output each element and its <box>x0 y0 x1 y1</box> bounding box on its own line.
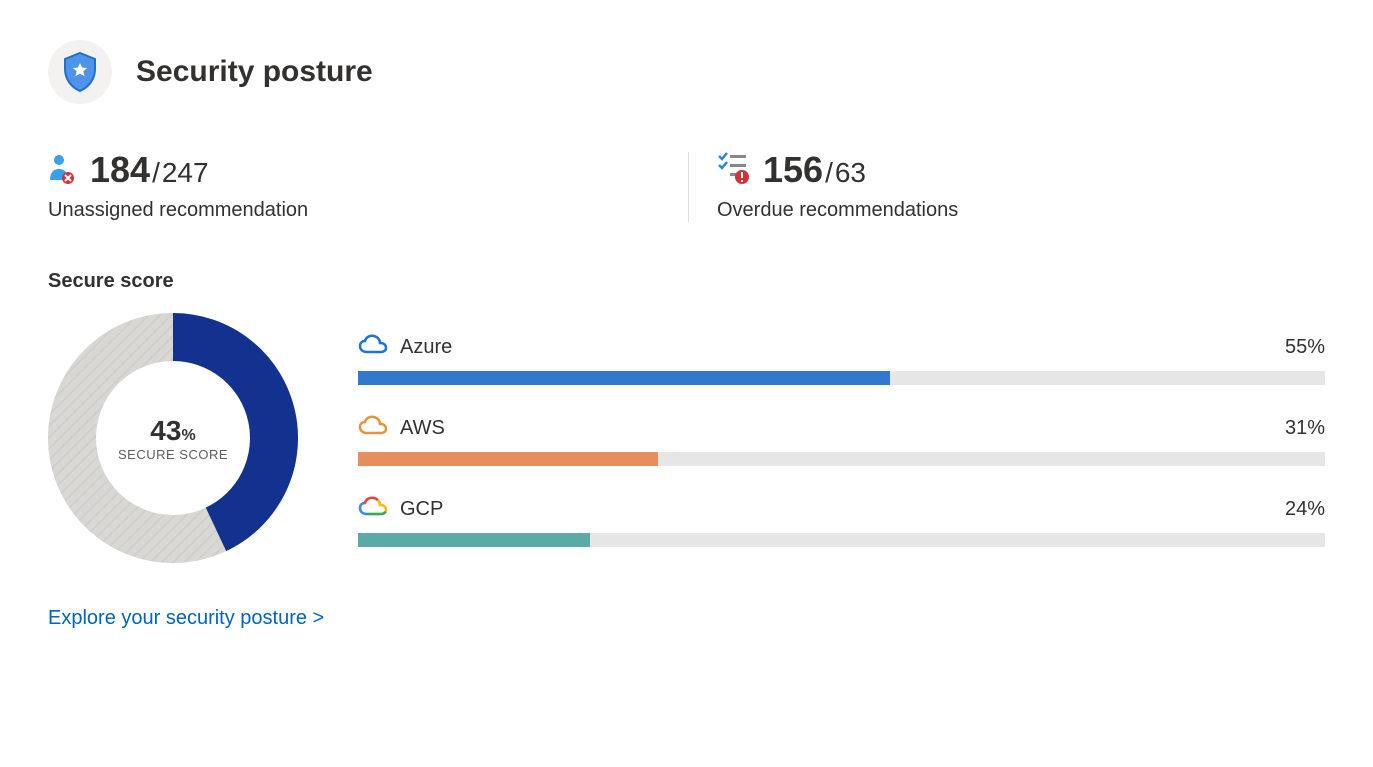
stat-overdue-value: 156 / 63 <box>763 152 866 189</box>
stat-unassigned: 184 / 247 Unassigned recommendation <box>48 152 688 222</box>
shield-icon <box>48 40 112 104</box>
provider-row: GCP 24% <box>358 496 1325 547</box>
explore-link[interactable]: Explore your security posture > <box>48 607 324 630</box>
provider-name: GCP <box>400 498 1273 521</box>
provider-bar-track <box>358 452 1325 466</box>
stat-overdue-label: Overdue recommendations <box>717 199 958 222</box>
provider-bar-fill <box>358 533 590 547</box>
stat-unassigned-big: 184 <box>90 152 150 188</box>
donut-percent-sign: % <box>181 427 195 444</box>
provider-name: Azure <box>400 336 1273 359</box>
provider-bar-track <box>358 371 1325 385</box>
stat-overdue-big: 156 <box>763 152 823 188</box>
aws-cloud-icon <box>358 415 388 442</box>
provider-percent: 55% <box>1285 336 1325 359</box>
page-title: Security posture <box>136 55 373 89</box>
stat-unassigned-value: 184 / 247 <box>90 152 209 189</box>
header: Security posture <box>48 40 1325 104</box>
stat-unassigned-small: 247 <box>162 157 209 189</box>
gcp-cloud-icon <box>358 496 388 523</box>
stat-overdue: 156 / 63 Overdue recommendations <box>688 152 958 222</box>
person-alert-icon <box>48 152 78 189</box>
stat-unassigned-label: Unassigned recommendation <box>48 199 688 222</box>
stats-row: 184 / 247 Unassigned recommendation <box>48 152 1325 222</box>
provider-row: Azure 55% <box>358 334 1325 385</box>
stat-slash: / <box>152 157 160 189</box>
provider-percent: 24% <box>1285 498 1325 521</box>
provider-name: AWS <box>400 417 1273 440</box>
provider-bar-fill <box>358 452 658 466</box>
checklist-alert-icon <box>717 152 751 189</box>
donut-percent-num: 43 <box>150 415 181 446</box>
provider-percent: 31% <box>1285 417 1325 440</box>
secure-score-body: 43% SECURE SCORE Azure 55% AWS 31% GCP 24% <box>48 313 1325 563</box>
secure-score-donut: 43% SECURE SCORE <box>48 313 298 563</box>
provider-row: AWS 31% <box>358 415 1325 466</box>
azure-cloud-icon <box>358 334 388 361</box>
secure-score-title: Secure score <box>48 270 1325 293</box>
donut-percent: 43% <box>150 415 195 447</box>
donut-sublabel: SECURE SCORE <box>118 447 228 462</box>
providers-list: Azure 55% AWS 31% GCP 24% <box>358 330 1325 547</box>
provider-bar-track <box>358 533 1325 547</box>
stat-slash: / <box>825 157 833 189</box>
provider-bar-fill <box>358 371 890 385</box>
stat-overdue-small: 63 <box>835 157 866 189</box>
